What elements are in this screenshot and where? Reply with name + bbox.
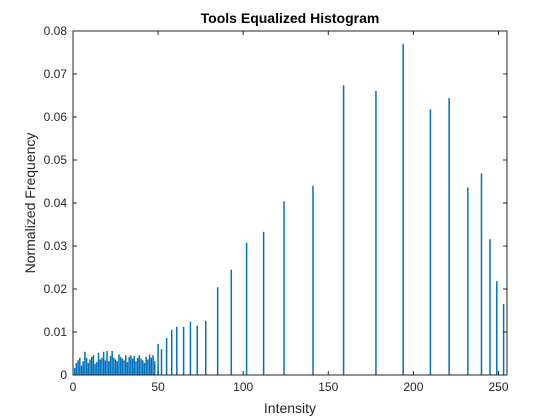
histogram-bar (429, 109, 432, 375)
x-tick-label: 0 (70, 380, 77, 394)
histogram-bar (230, 269, 233, 375)
plot-area (73, 31, 507, 375)
histogram-bar (107, 361, 110, 375)
histogram-bar (87, 362, 90, 375)
histogram-bar (153, 361, 156, 375)
histogram-bar (182, 326, 185, 375)
histogram-bar (480, 173, 483, 375)
histogram-bar (125, 355, 127, 375)
y-tick-label: 0.05 (44, 153, 68, 167)
axes-layer: 0 50 100 150 200 250 0 0.01 0.02 0.03 0.04 0.05 0.06… (44, 24, 509, 394)
x-tick-label: 150 (318, 380, 338, 394)
histogram-bar (245, 242, 248, 375)
histogram-bar (496, 281, 498, 375)
histogram-bar (104, 360, 107, 375)
histogram-bar (75, 362, 78, 375)
histogram-bar (97, 352, 100, 375)
histogram-bar (128, 356, 130, 375)
histogram-bar (342, 85, 345, 376)
histogram-bar (73, 368, 76, 375)
x-axis-label: Intensity (264, 400, 316, 416)
histogram-bar (92, 355, 95, 375)
histogram-bar (375, 90, 377, 376)
histogram-bar (143, 362, 146, 375)
y-axis-label: Normalized Frequency (22, 133, 38, 274)
histogram-bar (283, 201, 285, 375)
histogram-bar (135, 361, 137, 375)
histogram-bar (157, 344, 159, 375)
y-tick-label: 0.04 (44, 196, 68, 210)
histogram-bar (126, 362, 129, 375)
histogram-bar (312, 185, 314, 375)
histogram-bar (489, 239, 491, 375)
histogram-bar (170, 329, 173, 375)
histogram-bar (133, 356, 136, 375)
histogram-bar (176, 326, 178, 375)
x-tick-label: 200 (403, 380, 423, 394)
histogram-bar (140, 358, 142, 375)
y-tick-label: 0.06 (44, 110, 68, 124)
histogram-bar (94, 363, 96, 375)
histogram-bar (402, 43, 404, 376)
histogram-bar (216, 287, 219, 375)
histogram-bar (116, 361, 118, 375)
histogram-bar (189, 321, 192, 375)
bars-layer (73, 43, 505, 376)
histogram-bar (80, 365, 83, 375)
histogram-bar (102, 351, 105, 375)
y-tick-label: 0.01 (44, 325, 68, 339)
histogram-bar (106, 350, 108, 375)
y-tick-label: 0.03 (44, 239, 68, 253)
histogram-bar (160, 349, 163, 375)
histogram-bar (142, 360, 144, 375)
histogram-bar (148, 354, 151, 375)
histogram-bar (109, 356, 112, 375)
histogram-bar (147, 359, 149, 375)
histogram-bar (136, 357, 139, 375)
y-tick-label: 0.02 (44, 282, 68, 296)
y-tick-label: 0 (60, 368, 67, 382)
histogram-bar (165, 338, 168, 375)
x-tick-label: 250 (488, 380, 508, 394)
histogram-bar (111, 350, 113, 375)
histogram-bar (467, 187, 469, 375)
histogram-bar (196, 325, 198, 375)
histogram-bar (448, 98, 450, 375)
y-tick-label: 0.08 (44, 24, 68, 38)
histogram-bar (113, 357, 115, 375)
histogram-bar (77, 360, 79, 375)
y-tick-label: 0.07 (44, 67, 68, 81)
histogram-bar (150, 357, 153, 375)
histogram-bar (145, 356, 147, 375)
histogram-bar (79, 357, 81, 375)
x-tick-label: 100 (233, 380, 253, 394)
histogram-bar (82, 361, 84, 375)
histogram-bar (114, 359, 117, 375)
histogram-bar (101, 357, 103, 375)
histogram-bar (205, 320, 207, 375)
histogram-bar (119, 356, 122, 375)
histogram-bar (152, 355, 154, 375)
histogram-bar (118, 354, 120, 375)
histogram-bar (96, 362, 98, 375)
histogram-bar (89, 359, 91, 375)
histogram-bar (84, 351, 86, 375)
histogram-bar (123, 360, 125, 375)
x-tick-label: 50 (151, 380, 165, 394)
histogram-bar (138, 355, 141, 375)
histogram-bar (90, 356, 93, 375)
histogram-bar (121, 358, 124, 375)
histogram-bar (85, 357, 88, 375)
histogram-bar (131, 358, 134, 375)
histogram-bar (99, 359, 101, 375)
chart-title: Tools Equalized Histogram (201, 10, 380, 26)
histogram-bar (130, 355, 132, 375)
histogram-bar (502, 304, 505, 375)
histogram-bar (262, 231, 265, 375)
